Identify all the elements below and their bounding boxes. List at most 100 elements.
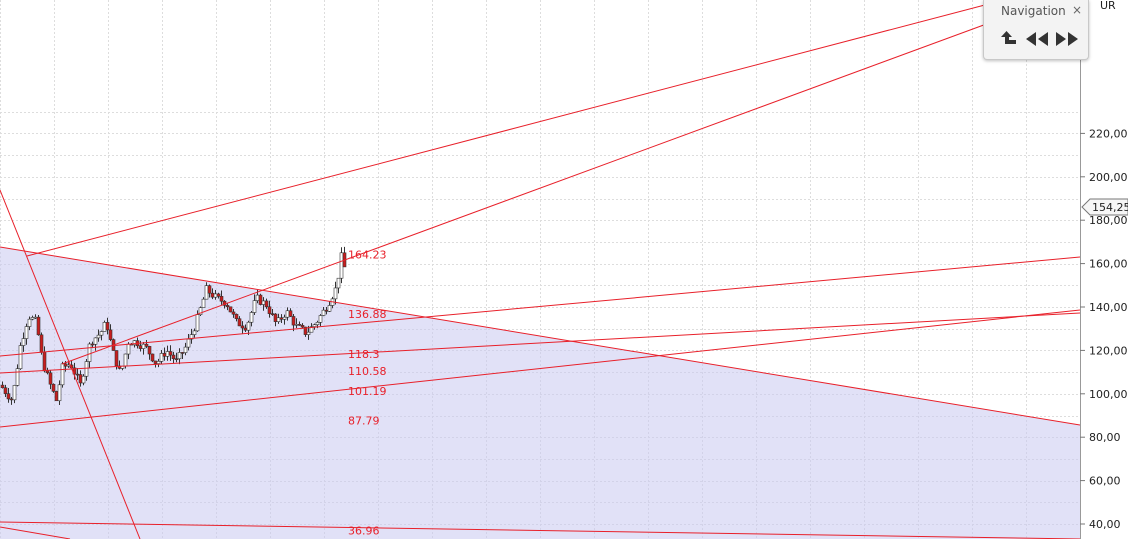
candle-body [255,294,260,301]
trendline [0,521,1080,539]
candle-body [144,343,149,347]
y-tick-label: 40,00 [1089,518,1121,531]
y-tick-label: 100,00 [1089,388,1128,401]
candle-body [207,285,212,294]
y-tick-label: 180,00 [1089,214,1128,227]
candle-body [291,316,296,326]
candle-body [87,343,92,362]
candle-body [162,353,167,357]
candle-body [63,363,68,367]
candle-body [84,361,89,377]
currency-label: UR [1100,0,1116,12]
candle-body [150,353,155,362]
y-tick-label: 220,00 [1089,127,1128,140]
candle-body [60,363,65,386]
candle-body [192,330,197,335]
candle-body [141,343,146,349]
candle-body [123,353,128,367]
candle-body [201,298,206,308]
candle-body [240,325,245,329]
candle-body [219,296,224,302]
shaded-polygon [0,247,1080,539]
candle-body [153,360,158,364]
y-tick-label: 160,00 [1089,258,1128,271]
level-label: 118.3 [348,348,380,361]
candle-body [288,310,293,317]
last-price-label: 154,25 [1092,201,1128,214]
candle-body [279,317,284,320]
candle-body [99,331,104,336]
candle-body [243,327,248,331]
candle-body [195,314,200,332]
candle-body [231,311,236,315]
candle-body [276,317,281,322]
candle-body [267,306,272,314]
candle-body [102,322,107,332]
candle-body [159,353,164,362]
candle-body [51,383,56,392]
candle-body [18,345,23,370]
rewind-icon[interactable] [1024,28,1050,50]
candle-body [321,309,326,316]
candle-body [147,346,152,355]
candle-body [78,374,83,384]
jump-to-latest-icon[interactable] [997,28,1017,50]
candle-body [90,343,95,346]
candle-body [39,334,44,353]
candle-body [273,313,278,322]
level-label: 164.23 [348,248,387,261]
trendline [0,526,71,539]
candle-body [246,321,251,331]
candle-body [66,364,71,367]
candle-body [75,373,80,376]
level-label: 87.79 [348,414,380,427]
candle-body [336,277,341,289]
candle-body [57,384,62,402]
candle-body [306,331,311,335]
candle-body [309,326,314,333]
candle-body [261,300,266,305]
candle-body [96,334,101,339]
candle-body [270,313,275,315]
trendline [61,18,1001,365]
candle-body [15,368,20,386]
trendline [0,309,1080,428]
candle-body [339,252,344,279]
candle-body [213,293,218,298]
candle-body [315,322,320,325]
candle-body [21,338,26,346]
candle-body [294,324,299,326]
level-labels: 164.23 136.88 118.3 110.58 101.19 87.79 36.96 [348,248,387,537]
candle-body [27,318,32,327]
trendlines [0,0,1080,539]
candle-body [126,343,131,355]
candle-body [138,345,143,349]
candle-body [189,334,194,340]
candle-body [3,387,8,394]
candle-body [81,375,86,384]
trendline [0,189,141,539]
candle-body [36,316,41,336]
candle-body [12,385,17,401]
fast-forward-icon[interactable] [1054,28,1080,50]
y-axis: UR 40,00 60,00 80,00 100,00 120,00 140,00 160,… [1080,0,1128,539]
candle-body [24,326,29,339]
candle-body [312,324,317,327]
candle-body [225,305,230,308]
candle-body [297,324,302,326]
candle-body [105,322,110,331]
candle-body [30,317,35,320]
candle-body [108,329,113,340]
candle-body [333,287,338,300]
y-tick-label: 120,00 [1089,344,1128,357]
candle-body [165,351,170,357]
candle-body [327,305,332,312]
level-label: 110.58 [348,365,387,378]
navigation-panel: Navigation × [983,0,1089,60]
close-icon[interactable]: × [1072,3,1083,17]
trendline [0,246,1080,426]
candle-body [180,352,185,354]
level-label: 36.96 [348,525,380,538]
candle-body [234,313,239,320]
